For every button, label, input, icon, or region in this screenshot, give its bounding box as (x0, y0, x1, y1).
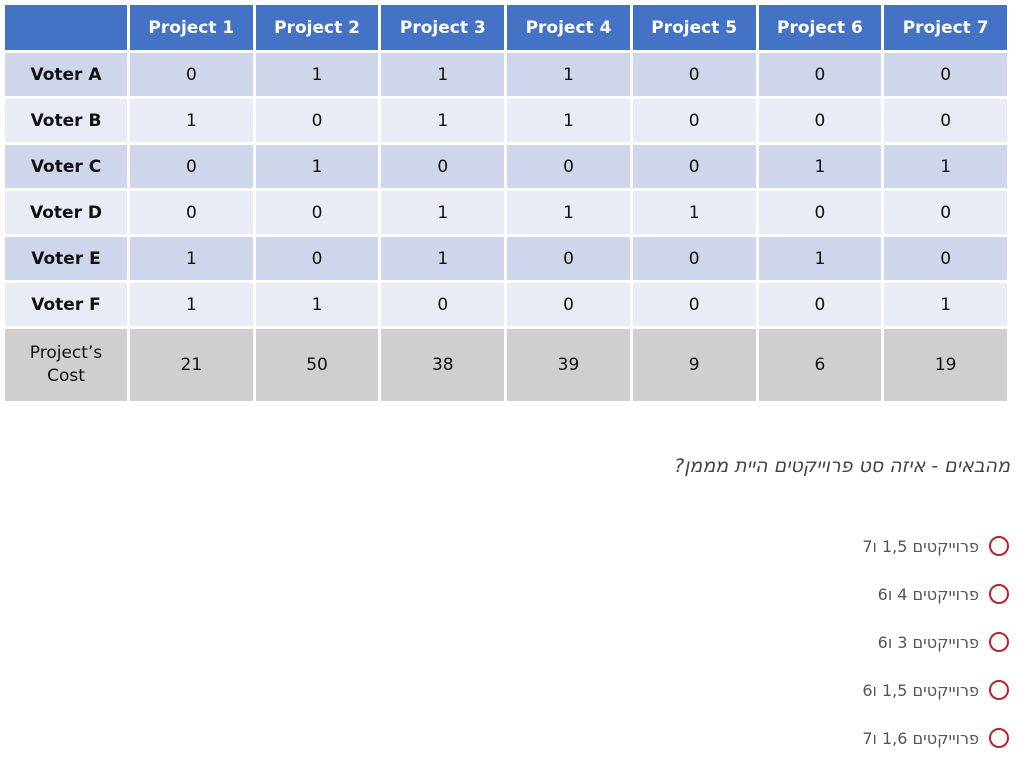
radio-button[interactable] (989, 632, 1009, 652)
option: פרוייקטים 1,5 ו7 (862, 522, 1009, 570)
radio-button[interactable] (989, 584, 1009, 604)
cell: 0 (884, 191, 1007, 234)
cost-cell: 38 (381, 329, 505, 401)
cell: 1 (255, 145, 379, 188)
cost-cell: 19 (884, 329, 1007, 401)
cell: 0 (632, 237, 756, 280)
column-header: Project 4 (507, 5, 630, 50)
cost-cell: 50 (255, 329, 379, 401)
cell: 1 (758, 237, 882, 280)
options-list: פרוייקטים 1,5 ו7 פרוייקטים 4 ו6 פרוייקטים … (862, 522, 1009, 762)
row-label: Voter B (5, 99, 127, 142)
cell: 0 (632, 53, 756, 96)
cell: 0 (758, 283, 882, 326)
cell: 1 (507, 191, 630, 234)
cell: 0 (255, 99, 379, 142)
cell: 1 (507, 53, 630, 96)
row-label: Voter E (5, 237, 127, 280)
row-label: Voter A (5, 53, 127, 96)
cell: 0 (381, 283, 505, 326)
cell: 0 (130, 191, 253, 234)
radio-button[interactable] (989, 536, 1009, 556)
radio-button[interactable] (989, 728, 1009, 748)
cell: 0 (381, 145, 505, 188)
cell: 1 (255, 283, 379, 326)
cell: 0 (507, 237, 630, 280)
cell: 0 (758, 53, 882, 96)
column-header: Project 7 (884, 5, 1007, 50)
option-label[interactable]: פרוייקטים 1,5 ו6 (862, 680, 979, 700)
cell: 1 (130, 99, 253, 142)
cell: 1 (884, 283, 1007, 326)
cell: 0 (255, 191, 379, 234)
option-label[interactable]: פרוייקטים 3 ו6 (877, 632, 979, 652)
cell: 1 (507, 99, 630, 142)
cell: 0 (758, 99, 882, 142)
cell: 0 (884, 237, 1007, 280)
cell: 1 (381, 53, 505, 96)
cell: 0 (255, 237, 379, 280)
option-label[interactable]: פרוייקטים 1,5 ו7 (862, 536, 979, 556)
table: Project 1 Project 2 Project 3 Project 4 Proj… (5, 5, 1007, 401)
cost-cell: 39 (507, 329, 630, 401)
cell: 0 (758, 191, 882, 234)
row-label: Voter C (5, 145, 127, 188)
row-label: Project’s Cost (5, 329, 127, 401)
option: פרוייקטים 1,6 ו7 (862, 714, 1009, 762)
row-label: Voter F (5, 283, 127, 326)
cell: 1 (884, 145, 1007, 188)
option-label[interactable]: פרוייקטים 1,6 ו7 (862, 728, 979, 748)
cell: 0 (130, 145, 253, 188)
cell: 0 (507, 145, 630, 188)
option: פרוייקטים 4 ו6 (862, 570, 1009, 618)
option: פרוייקטים 1,5 ו6 (862, 666, 1009, 714)
cell: 1 (255, 53, 379, 96)
option-label[interactable]: פרוייקטים 4 ו6 (877, 584, 979, 604)
column-header: Project 5 (632, 5, 756, 50)
row-label: Voter D (5, 191, 127, 234)
option: פרוייקטים 3 ו6 (862, 618, 1009, 666)
cell: 0 (632, 145, 756, 188)
cell: 1 (758, 145, 882, 188)
cost-cell: 6 (758, 329, 882, 401)
cell: 0 (507, 283, 630, 326)
column-header: Project 6 (758, 5, 882, 50)
cost-cell: 9 (632, 329, 756, 401)
cost-cell: 21 (130, 329, 253, 401)
cell: 1 (130, 237, 253, 280)
column-header: Project 2 (255, 5, 379, 50)
cell: 1 (381, 191, 505, 234)
cell: 1 (381, 99, 505, 142)
column-header: Project 3 (381, 5, 505, 50)
cell: 1 (130, 283, 253, 326)
corner-cell (5, 5, 127, 50)
question-text: מהבאים - איזה סט פרוייקטים היית מממן? (674, 455, 1010, 477)
cell: 1 (381, 237, 505, 280)
column-header: Project 1 (130, 5, 253, 50)
cell: 0 (884, 99, 1007, 142)
radio-button[interactable] (989, 680, 1009, 700)
cell: 1 (632, 191, 756, 234)
cell: 0 (632, 99, 756, 142)
cell: 0 (130, 53, 253, 96)
cell: 0 (632, 283, 756, 326)
cell: 0 (884, 53, 1007, 96)
